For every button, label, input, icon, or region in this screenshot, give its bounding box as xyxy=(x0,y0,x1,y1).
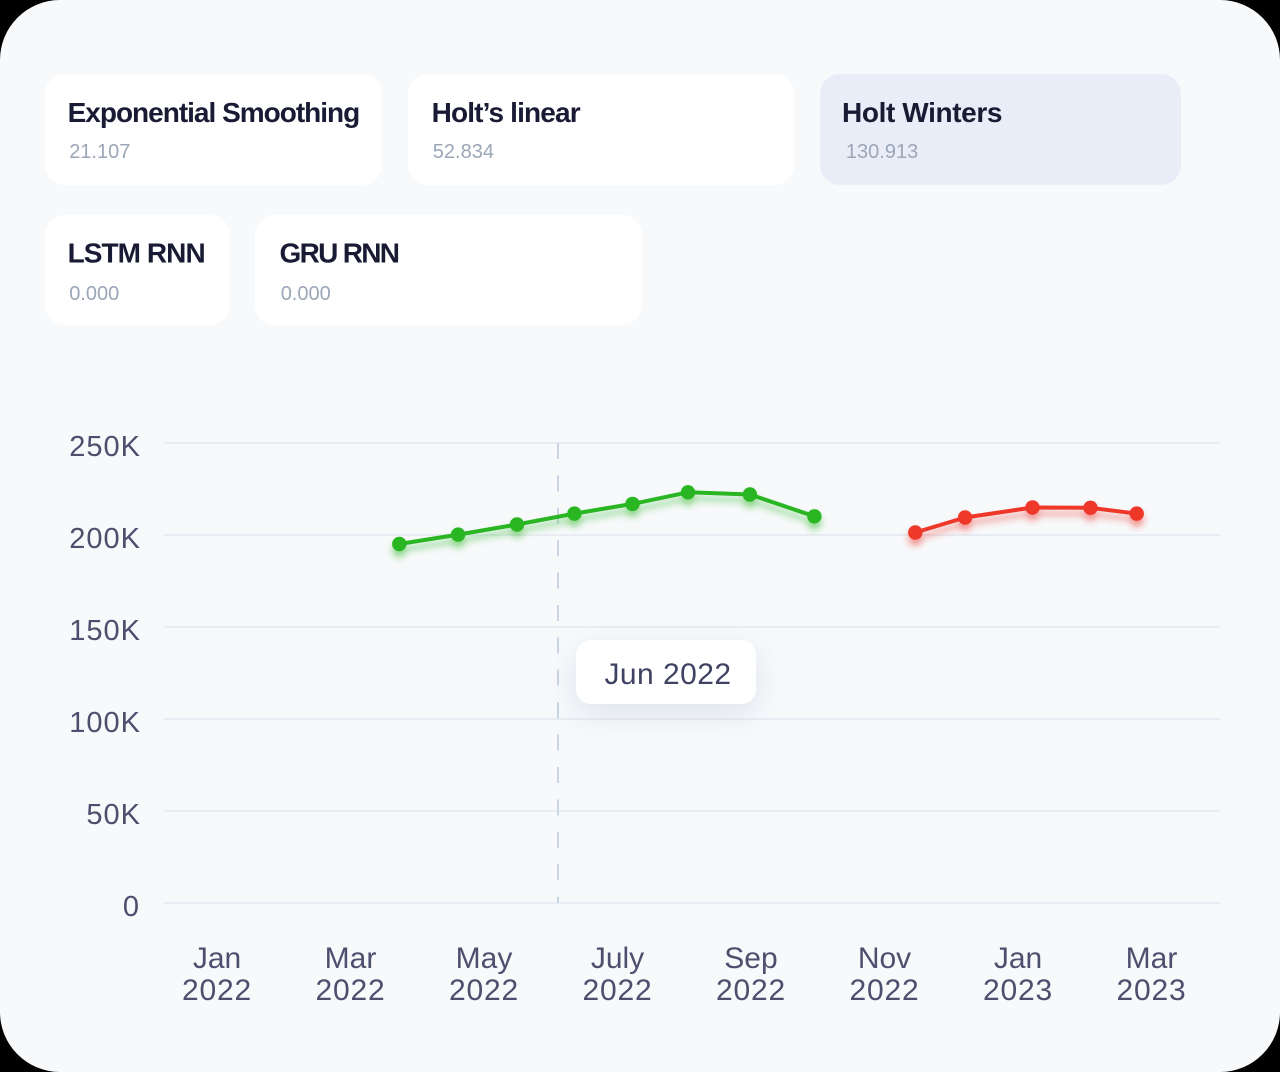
svg-text:2022: 2022 xyxy=(316,974,386,1007)
svg-text:Nov: Nov xyxy=(858,942,911,975)
svg-text:2022: 2022 xyxy=(716,974,786,1007)
svg-text:2022: 2022 xyxy=(182,974,252,1007)
svg-text:Mar: Mar xyxy=(1126,942,1178,975)
svg-text:0.000: 0.000 xyxy=(69,283,119,305)
svg-text:50K: 50K xyxy=(86,799,141,831)
svg-text:July: July xyxy=(591,942,644,975)
svg-text:52.834: 52.834 xyxy=(433,141,494,163)
svg-text:Jan: Jan xyxy=(994,942,1042,975)
svg-text:250K: 250K xyxy=(69,431,141,463)
svg-text:150K: 150K xyxy=(69,615,141,647)
svg-text:2023: 2023 xyxy=(983,974,1053,1007)
svg-text:2022: 2022 xyxy=(449,974,519,1007)
svg-text:Sep: Sep xyxy=(724,942,777,975)
svg-text:May: May xyxy=(456,942,513,975)
svg-text:0: 0 xyxy=(123,891,139,923)
svg-text:100K: 100K xyxy=(69,707,141,739)
svg-text:Jan: Jan xyxy=(193,942,241,975)
svg-text:GRU RNN: GRU RNN xyxy=(280,238,399,269)
svg-text:2023: 2023 xyxy=(1117,974,1187,1007)
svg-text:0.000: 0.000 xyxy=(281,283,331,305)
svg-text:2022: 2022 xyxy=(850,974,920,1007)
svg-text:2022: 2022 xyxy=(583,974,653,1007)
svg-text:Mar: Mar xyxy=(325,942,377,975)
svg-text:200K: 200K xyxy=(69,523,141,555)
svg-text:130.913: 130.913 xyxy=(846,141,918,163)
svg-text:Jun 2022: Jun 2022 xyxy=(604,658,731,691)
svg-text:21.107: 21.107 xyxy=(69,141,130,163)
svg-text:Exponential Smoothing: Exponential Smoothing xyxy=(68,97,360,128)
svg-text:LSTM RNN: LSTM RNN xyxy=(68,238,205,269)
svg-text:Holt Winters: Holt Winters xyxy=(842,97,1002,128)
svg-text:Holt’s linear: Holt’s linear xyxy=(432,97,581,128)
